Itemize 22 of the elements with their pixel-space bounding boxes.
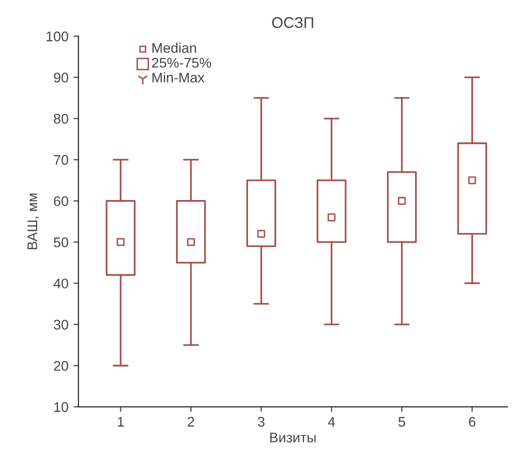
y-axis-title: ВАШ, мм xyxy=(28,194,39,250)
y-tick-label: 20 xyxy=(54,360,68,371)
y-tick-label: 40 xyxy=(54,278,68,288)
x-tick-label: 1 xyxy=(118,417,124,427)
x-tick-label: 5 xyxy=(398,417,406,427)
x-tick-label: 4 xyxy=(328,417,336,427)
y-tick-label: 50 xyxy=(54,237,68,248)
y-tick-label: 70 xyxy=(54,155,68,165)
x-axis-title: Визиты xyxy=(270,432,316,442)
y-tick-label: 80 xyxy=(54,114,68,124)
x-tick-label: 2 xyxy=(188,416,194,427)
chart-title: ОСЗП xyxy=(272,17,314,28)
y-tick-label: 10 xyxy=(54,402,68,412)
annotation: Median xyxy=(152,42,196,53)
x-tick-label: 6 xyxy=(469,416,476,427)
annotation: 25%-75% xyxy=(152,58,212,68)
y-tick-label: 100 xyxy=(46,31,68,42)
x-tick-label: 3 xyxy=(258,416,264,427)
annotation: Min-Max xyxy=(152,72,204,83)
y-tick-label: 90 xyxy=(54,72,68,83)
y-tick-label: 60 xyxy=(54,196,68,206)
y-tick-label: 30 xyxy=(54,320,68,330)
